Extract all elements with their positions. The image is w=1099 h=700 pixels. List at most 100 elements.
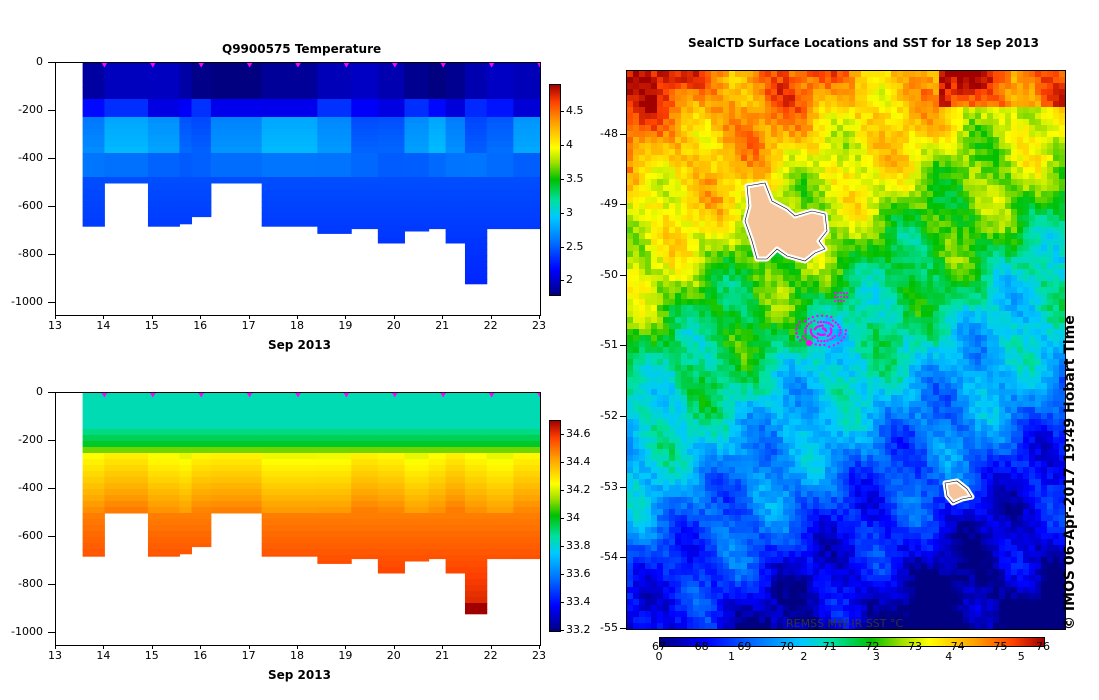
sst-cell (975, 389, 981, 395)
sst-cell (993, 191, 999, 197)
sst-cell (957, 71, 963, 77)
sst-cell (801, 95, 807, 101)
sst-cell (915, 173, 921, 179)
sst-cell (855, 275, 861, 281)
sst-cell (777, 329, 783, 335)
sst-cell (837, 281, 843, 287)
sst-cell (897, 317, 903, 323)
temperature-cell (445, 213, 466, 220)
salinity-cell (377, 567, 405, 574)
sst-cell (759, 161, 765, 167)
temperature-cell (351, 87, 379, 94)
sst-cell (885, 287, 891, 293)
sst-cell (915, 83, 921, 89)
sst-cell (879, 275, 885, 281)
salinity-cell (513, 495, 540, 502)
sst-cell (1059, 227, 1065, 233)
sst-cell (777, 317, 783, 323)
salinity-cell (261, 393, 318, 400)
sst-cell (1017, 161, 1023, 167)
sst-cell (855, 161, 861, 167)
sst-cell (1053, 131, 1059, 137)
sst-cell (735, 275, 741, 281)
sst-cell (669, 359, 675, 365)
temperature-cell (317, 81, 352, 88)
temperature-cell (404, 123, 430, 130)
salinity-cell (179, 423, 193, 430)
sst-cell (777, 89, 783, 95)
sst-cell (963, 347, 969, 353)
sst-cell (855, 377, 861, 383)
sst-cell (669, 173, 675, 179)
temperature-cell (317, 75, 352, 82)
salinity-cell (261, 555, 318, 557)
salinity-cell (377, 405, 405, 412)
sst-cell (849, 245, 855, 251)
temperature-cell (210, 177, 263, 184)
sst-cell (1059, 209, 1065, 215)
sst-cell (807, 77, 813, 83)
sst-cell (927, 257, 933, 263)
temperature-cell (82, 75, 105, 82)
sst-cell (939, 89, 945, 95)
salinity-cell (191, 471, 212, 478)
salinity-cell (404, 471, 430, 478)
sst-cell (789, 383, 795, 389)
sst-cell (783, 305, 789, 311)
sst-cell (639, 383, 645, 389)
sst-cell (927, 167, 933, 173)
sst-cell (1035, 137, 1041, 143)
sst-cell (669, 227, 675, 233)
sst-cell (933, 71, 939, 77)
sst-cell (957, 161, 963, 167)
sst-cell (1041, 113, 1047, 119)
sst-cell (933, 305, 939, 311)
sst-cell (687, 275, 693, 281)
temperature-cell (486, 105, 514, 112)
sst-cell (927, 269, 933, 275)
sst-cell (1047, 221, 1053, 227)
sst-cell (1011, 383, 1017, 389)
sst-cell (705, 107, 711, 113)
sst-cell (717, 347, 723, 353)
sst-cell (639, 227, 645, 233)
salinity-cell (261, 399, 318, 406)
salinity-cell (513, 465, 540, 472)
sst-cell (969, 203, 975, 209)
sst-cell (777, 305, 783, 311)
sst-cell (969, 293, 975, 299)
sst-cell (627, 149, 633, 155)
sst-cell (1011, 101, 1017, 107)
sst-cell (1041, 347, 1047, 353)
salinity-cell (317, 411, 352, 418)
sst-cell (885, 173, 891, 179)
sst-cell (789, 299, 795, 305)
sst-cell (639, 395, 645, 401)
temperature-cell (377, 141, 405, 148)
salinity-surface-marker (488, 393, 495, 398)
sst-cell (627, 125, 633, 131)
sst-cell (921, 197, 927, 203)
salinity-cell (445, 567, 466, 574)
sst-cell (921, 101, 927, 107)
sst-cell (927, 101, 933, 107)
sst-cell (903, 137, 909, 143)
sst-cell (699, 395, 705, 401)
sst-cell (723, 149, 729, 155)
salinity-cell (445, 441, 466, 448)
temperature-cell (377, 123, 405, 130)
sst-cell (873, 209, 879, 215)
salinity-cell (261, 411, 318, 418)
sst-cell (1059, 137, 1065, 143)
temperature-cell (147, 93, 180, 100)
sst-cell (1047, 335, 1053, 341)
sst-cell (1023, 149, 1029, 155)
sst-cell (879, 83, 885, 89)
sst-cell (633, 239, 639, 245)
sst-cell (867, 311, 873, 317)
sst-cell (669, 239, 675, 245)
sst-cell (639, 215, 645, 221)
sst-cell (753, 71, 759, 77)
temperature-cell (351, 159, 379, 166)
sst-cell (633, 161, 639, 167)
